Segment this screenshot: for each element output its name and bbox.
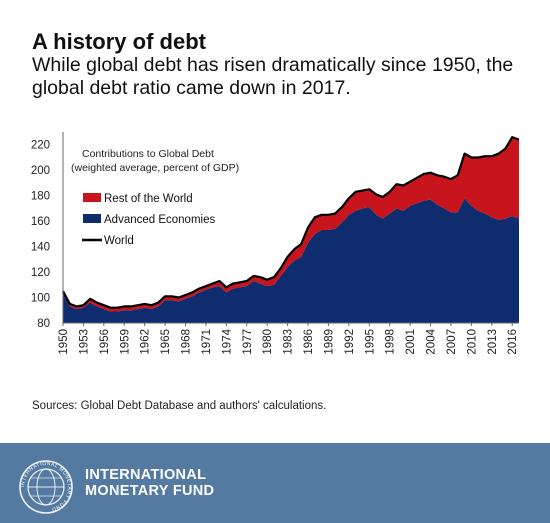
x-tick-label: 1977 bbox=[242, 329, 254, 355]
x-tick-label: 2016 bbox=[507, 329, 519, 355]
y-tick-label: 100 bbox=[31, 293, 50, 305]
x-tick-label: 1968 bbox=[181, 329, 193, 355]
y-tick-label: 120 bbox=[31, 267, 50, 279]
x-tick-label: 1971 bbox=[201, 329, 213, 355]
legend-label: Advanced Economies bbox=[104, 214, 215, 226]
x-tick-label: 1995 bbox=[364, 329, 376, 355]
y-tick-label: 220 bbox=[31, 140, 50, 152]
x-tick-label: 1953 bbox=[78, 329, 90, 355]
legend-swatch bbox=[83, 193, 101, 202]
imf-seal-icon: INTERNATIONAL MONETARY FUND bbox=[19, 460, 73, 514]
source-note: Sources: Global Debt Database and author… bbox=[32, 400, 327, 412]
x-tick-label: 1992 bbox=[344, 329, 356, 355]
x-tick-label: 2007 bbox=[446, 329, 458, 355]
series-area-advanced-economies bbox=[63, 198, 519, 323]
y-tick-label: 140 bbox=[31, 242, 50, 254]
y-tick-label: 200 bbox=[31, 165, 50, 177]
chart-title: Contributions to Global Debt bbox=[82, 148, 214, 160]
y-tick-label: 80 bbox=[37, 318, 50, 330]
x-tick-label: 1989 bbox=[323, 329, 335, 355]
x-tick-label: 1983 bbox=[283, 329, 295, 355]
x-tick-label: 1986 bbox=[303, 329, 315, 355]
legend-label: World bbox=[104, 235, 134, 247]
x-tick-label: 1959 bbox=[119, 329, 131, 355]
y-tick-label: 180 bbox=[31, 191, 50, 203]
x-tick-label: 1962 bbox=[140, 329, 152, 355]
x-tick-label: 2004 bbox=[426, 328, 438, 354]
page-subtitle: While global debt has risen dramatically… bbox=[32, 54, 514, 99]
legend-swatch bbox=[83, 214, 101, 223]
x-tick-label: 1956 bbox=[99, 329, 111, 355]
legend-label: Rest of the World bbox=[104, 193, 193, 205]
series-line-world bbox=[62, 136, 520, 309]
x-tick-label: 2010 bbox=[466, 329, 478, 355]
x-tick-label: 1950 bbox=[58, 329, 70, 355]
chart-legend: Rest of the World Advanced Economies World bbox=[82, 193, 215, 247]
x-tick-label: 1965 bbox=[160, 329, 172, 355]
imf-name-line2: MONETARY FUND bbox=[85, 483, 215, 499]
x-tick-label: 1980 bbox=[262, 329, 274, 355]
x-tick-label: 1974 bbox=[221, 328, 233, 354]
page-title: A history of debt bbox=[32, 29, 206, 54]
debt-area-chart: 80 100 120 140 160 180 200 220 1950 1953 1956 1959… bbox=[31, 132, 520, 355]
chart-subtitle: (weighted average, percent of GDP) bbox=[71, 162, 239, 174]
x-tick-label: 2001 bbox=[405, 329, 417, 355]
imf-wordmark: INTERNATIONAL MONETARY FUND bbox=[85, 467, 214, 499]
x-tick-label: 1998 bbox=[385, 329, 397, 355]
imf-footer: INTERNATIONAL MONETARY FUND INTERNATIONA… bbox=[0, 443, 550, 523]
y-tick-label: 160 bbox=[31, 216, 50, 228]
x-tick-label: 2013 bbox=[487, 329, 499, 355]
imf-name-line1: INTERNATIONAL bbox=[85, 467, 207, 483]
